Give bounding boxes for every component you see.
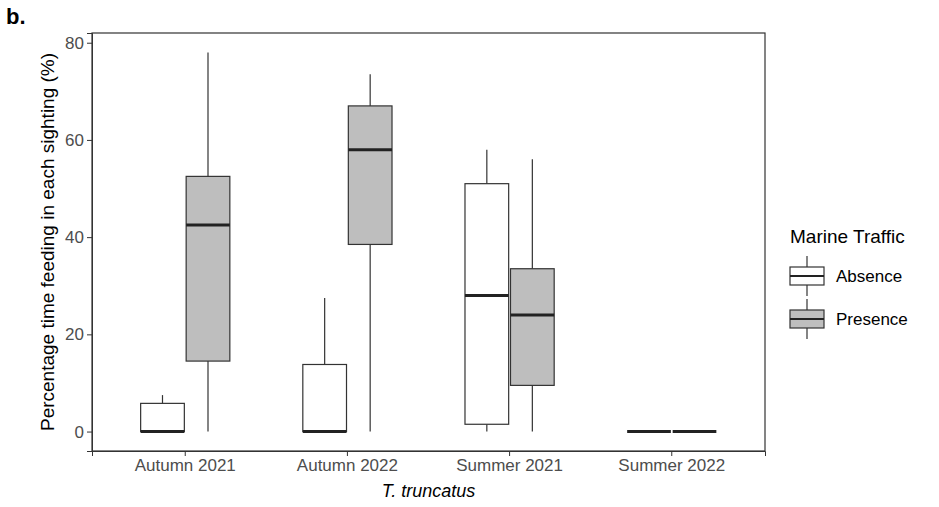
x-tick: Autumn 2022 xyxy=(297,451,398,475)
box-body xyxy=(348,106,392,245)
median xyxy=(627,430,671,433)
box-body xyxy=(510,269,554,386)
whisker-lower xyxy=(486,424,487,431)
y-tick-mark xyxy=(87,432,92,433)
x-tick-label: Summer 2022 xyxy=(618,456,725,475)
median xyxy=(141,430,185,433)
y-tick-label: 0 xyxy=(75,422,84,441)
whisker-upper xyxy=(370,74,371,106)
whisker-lower xyxy=(532,385,533,431)
whisker-upper xyxy=(532,159,533,268)
whisker-upper xyxy=(207,52,208,176)
median xyxy=(186,223,230,226)
x-axis: Autumn 2021 Autumn 2022 Summer 2021 Summer … xyxy=(93,451,766,475)
y-tick-label: 20 xyxy=(65,325,84,344)
x-tick-label: Autumn 2021 xyxy=(135,456,236,475)
box xyxy=(510,159,554,431)
legend-label: Absence xyxy=(836,267,902,286)
median xyxy=(673,430,717,433)
whisker-upper xyxy=(162,395,163,403)
box-body xyxy=(465,184,509,425)
whisker-lower xyxy=(370,244,371,431)
box xyxy=(348,74,392,431)
y-tick-mark xyxy=(87,43,92,44)
legend-label: Presence xyxy=(836,310,908,329)
y-tick-label: 60 xyxy=(65,131,84,150)
y-tick: 40 xyxy=(65,228,92,247)
y-tick-label: 40 xyxy=(65,228,84,247)
y-tick-mark xyxy=(87,140,92,141)
x-axis-title: T. truncatus xyxy=(382,481,475,501)
median xyxy=(510,313,554,316)
median xyxy=(303,430,347,433)
legend-title: Marine Traffic xyxy=(790,226,905,247)
legend: Marine Traffic Absence Presence xyxy=(790,226,908,339)
whisker-upper xyxy=(486,150,487,184)
box-body xyxy=(303,364,347,431)
x-tick: Summer 2022 xyxy=(618,451,725,475)
plot-background xyxy=(92,33,765,451)
box-body xyxy=(673,431,717,432)
whisker-lower xyxy=(207,361,208,431)
chart: 0 20 40 60 80 Autumn 2021 Autumn 2022 Summer 20… xyxy=(0,0,939,507)
x-tick-label: Autumn 2022 xyxy=(297,456,398,475)
y-axis-title: Percentage time feeding in each sighting… xyxy=(37,53,58,431)
y-tick-mark xyxy=(87,334,92,335)
legend-swatch xyxy=(790,310,824,328)
box xyxy=(303,298,347,432)
x-tick: Summer 2021 xyxy=(456,451,563,475)
box-body xyxy=(186,176,230,361)
y-tick: 20 xyxy=(65,325,92,344)
y-tick: 80 xyxy=(65,34,92,53)
boxes xyxy=(141,52,717,431)
box xyxy=(465,150,509,432)
legend-swatch xyxy=(790,267,824,285)
y-axis: 0 20 40 60 80 xyxy=(65,34,92,452)
y-axis-line xyxy=(87,34,93,452)
median xyxy=(348,148,392,151)
x-tick: Autumn 2021 xyxy=(135,451,236,475)
box-body xyxy=(141,403,185,431)
title: b. xyxy=(6,4,26,29)
box xyxy=(627,431,671,432)
y-tick-label: 80 xyxy=(65,34,84,53)
box-body xyxy=(627,431,671,432)
plot-frame xyxy=(92,33,765,451)
box xyxy=(186,52,230,431)
box xyxy=(141,395,185,431)
y-tick: 60 xyxy=(65,131,92,150)
legend-median xyxy=(790,275,824,277)
x-tick-label: Summer 2021 xyxy=(456,456,563,475)
legend-median xyxy=(790,318,824,320)
whisker-upper xyxy=(324,298,325,365)
y-tick: 0 xyxy=(75,422,92,441)
y-tick-mark xyxy=(87,237,92,238)
median xyxy=(465,294,509,297)
box xyxy=(673,431,717,432)
